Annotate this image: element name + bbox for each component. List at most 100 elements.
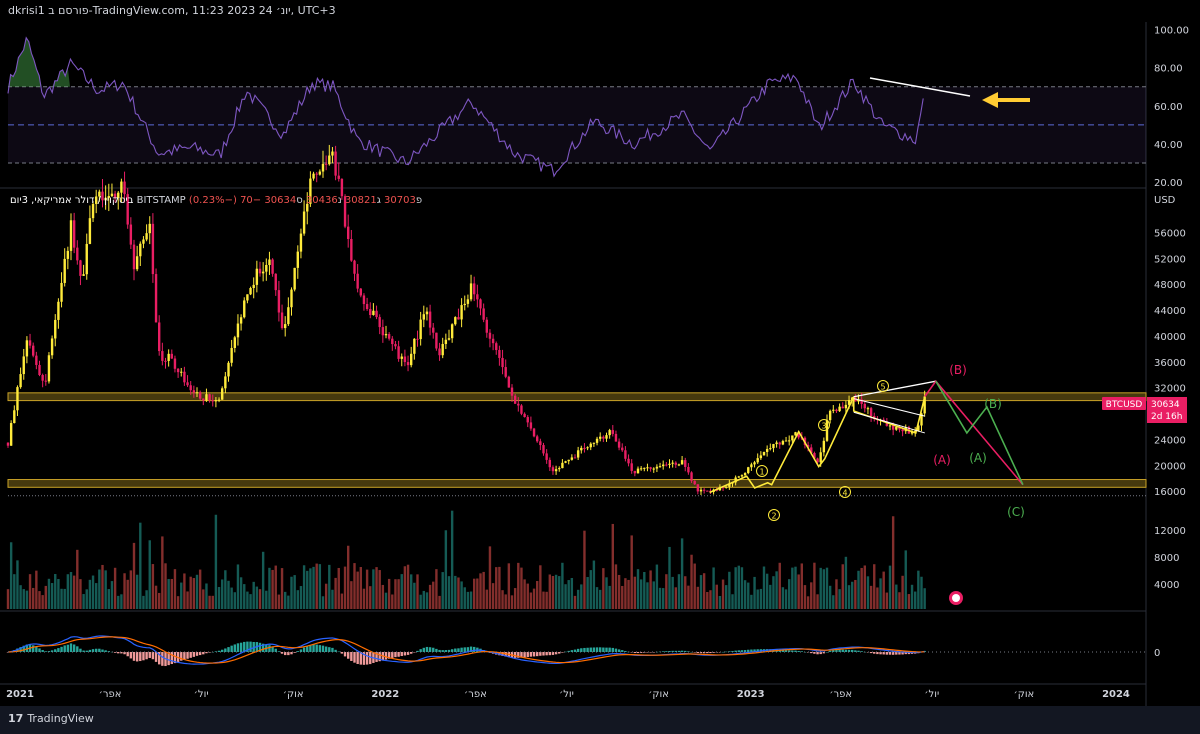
candle-body [173,358,177,369]
candle-body [860,399,863,404]
price-axis-label: 4000 [1154,580,1179,591]
volume-bar [832,595,835,609]
volume-bar [63,588,66,609]
volume-bar [639,579,643,609]
volume-bar [743,580,747,609]
volume-bar [91,575,95,609]
macd-histogram-bar [526,652,529,658]
candle-body [117,192,120,198]
candle-body [753,462,756,465]
volume-bar [643,572,646,609]
volume-bar [79,579,82,609]
time-axis-label: אוק׳ [283,689,304,700]
candle-body [54,319,57,339]
candle-body [617,441,621,448]
candle-body [917,425,920,431]
candle-body [545,453,548,460]
macd-histogram-bar [132,652,136,661]
volume-bar [211,595,214,609]
volume-bar [633,576,637,609]
volume-bar [567,580,570,609]
candle-body [665,464,668,466]
macd-histogram-bar [454,648,457,652]
volume-bar [359,567,362,609]
volume-bar [671,576,674,609]
time-axis-label: 2021 [6,689,34,700]
volume-bar [76,549,79,609]
volume-bar [202,589,205,609]
volume-bar [378,570,381,609]
macd-histogram-bar [268,645,271,652]
macd-histogram-bar [879,652,882,655]
volume-bar [356,571,359,609]
volume-bar [403,566,407,609]
volume-bar [624,578,627,609]
symbol-tag-label: BTCUSD [1106,400,1143,410]
candle-body [88,218,92,244]
candle-body [66,250,70,259]
volume-bar [255,586,259,609]
candle-body [432,327,435,333]
volume-bar [195,574,199,609]
candle-body [69,220,73,251]
volume-bar [170,578,173,609]
candle-body [599,436,602,439]
macd-histogram-bar [85,650,88,652]
candle-body [529,422,533,429]
volume-bar [261,551,265,609]
candle-body [810,447,813,453]
volume-bar [22,589,25,609]
time-axis-label: אוק׳ [648,689,669,700]
macd-histogram-bar [898,652,901,655]
candle-body [570,457,574,460]
price-chart[interactable]: 100.00 80.00 60.00 40.00 20.00 1 2 3 4 5 (B) (A) (B)… [0,0,1200,706]
candle-body [123,181,126,195]
volume-bar [513,588,517,609]
volume-bar [221,579,224,609]
candle-body [428,311,432,328]
candle-body [126,194,129,225]
volume-bar [838,589,841,609]
volume-bar [120,594,123,609]
candle-body [233,337,236,348]
macd-histogram-bar [599,647,602,652]
candle-body [734,477,737,483]
volume-bar [249,594,252,609]
candle-body [469,283,473,300]
volume-bar [192,578,196,609]
price-axis-unit: USD [1154,195,1176,206]
volume-bar [413,582,416,609]
volume-bar [863,565,866,609]
volume-bar [123,573,126,609]
candle-body [573,457,577,459]
candle-body [558,468,561,470]
candle-body [35,355,38,365]
tv-logo-icon: 17 [8,712,24,725]
macd-histogram-bar [668,651,671,652]
candle-body [885,421,889,426]
macd-histogram-bar [435,648,438,652]
macd-histogram-bar [743,650,747,652]
time-axis-label: אוק׳ [1014,689,1035,700]
macd-histogram-bar [287,652,290,656]
volume-bar [498,566,501,609]
macd-histogram-bar [570,650,574,652]
candle-body [13,410,16,424]
tradingview-logo[interactable]: 17 TradingView [8,712,94,725]
volume-bar [258,589,262,609]
volume-bar [32,587,35,609]
volume-bar [318,564,322,609]
macd-histogram-bar [586,647,589,652]
footer-brand: TradingView [27,712,94,725]
macd-histogram-bar [189,652,192,658]
volume-bar [340,593,344,609]
volume-bar [589,570,592,609]
volume-bar [904,550,907,609]
candle-body [438,348,441,356]
candle-body [47,355,51,382]
volume-bar [104,570,107,609]
volume-bar [702,573,706,609]
macd-histogram-bar [441,650,444,652]
candle-body [113,193,117,198]
macd-histogram-bar [706,652,709,654]
